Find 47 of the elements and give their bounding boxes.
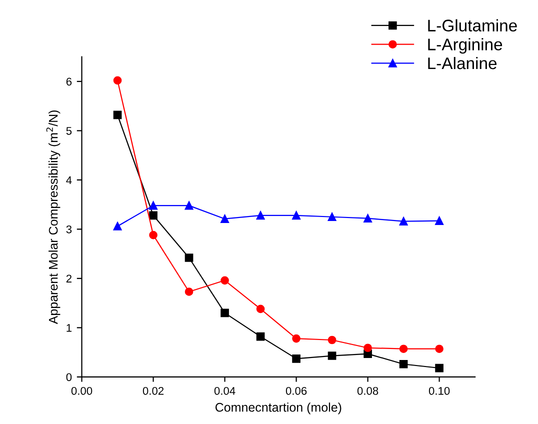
point: [435, 344, 444, 354]
point: [149, 211, 158, 220]
y-tick-label: 6: [66, 78, 72, 86]
point: [113, 110, 122, 120]
point: [149, 201, 158, 210]
x-axis-title: Comnecntartion (mole): [215, 402, 342, 414]
point: [399, 217, 408, 226]
point: [113, 76, 122, 85]
x-tick-label: 0.08: [357, 386, 378, 395]
point: [256, 211, 265, 220]
point: [184, 288, 194, 296]
legend-label: L-Arginine: [428, 38, 502, 54]
x-tick-label: 0.10: [428, 386, 450, 395]
y-tick-label: 0: [66, 373, 72, 382]
point: [364, 344, 372, 352]
legend-label: L-Glutamine: [428, 19, 517, 32]
point: [364, 214, 372, 223]
point: [220, 276, 229, 285]
y-tick-label: 2: [66, 274, 72, 282]
y-tick-label: 1: [66, 324, 72, 332]
y-tick-label: 4: [66, 176, 72, 184]
point: [113, 222, 122, 230]
y-tick-label: 3: [66, 225, 72, 234]
point: [220, 308, 229, 318]
point: [292, 211, 300, 220]
legend-label: L-Alanine: [428, 56, 497, 70]
y-tick-label: 5: [66, 127, 72, 135]
point: [435, 216, 444, 225]
point: [328, 336, 336, 344]
point: [149, 230, 158, 240]
point: [328, 212, 336, 222]
point: [184, 254, 194, 262]
point: [399, 344, 408, 354]
x-tick-label: 0.02: [142, 386, 164, 395]
point: [328, 352, 336, 360]
point: [256, 332, 265, 341]
point: [220, 214, 229, 224]
x-tick-label: 0.06: [286, 386, 307, 395]
point: [184, 201, 194, 210]
point: [292, 334, 300, 343]
y-axis-title: Apparent Molar Compressibility (m$^{2}$/N): [46, 110, 60, 324]
point: [256, 304, 265, 314]
point: [399, 360, 408, 368]
point: [292, 354, 300, 363]
point: [435, 364, 444, 372]
x-tick-label: 0.04: [214, 386, 236, 395]
x-tick-label: 0.00: [71, 386, 92, 395]
